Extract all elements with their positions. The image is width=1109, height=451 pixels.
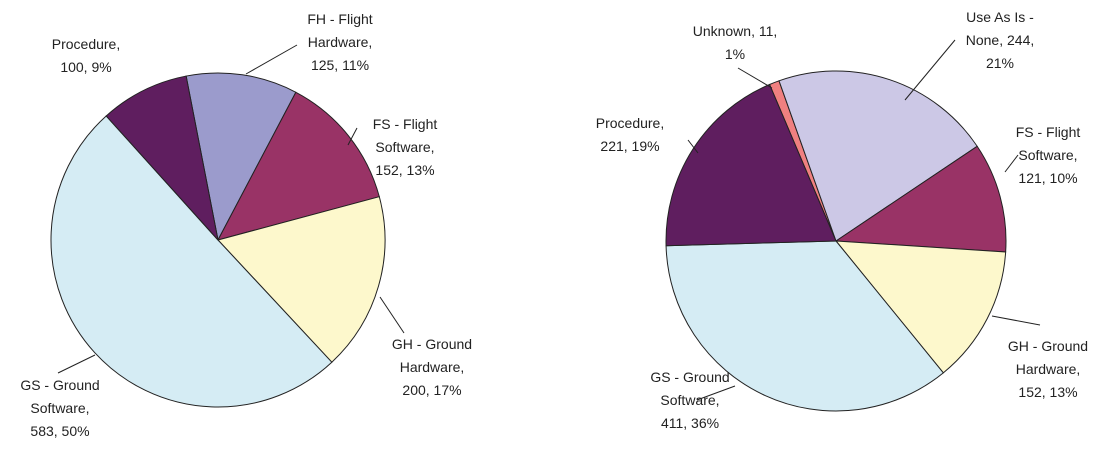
leader-line <box>737 67 773 89</box>
slice-label: Unknown, 11, 1% <box>693 23 778 62</box>
pie-slice <box>778 70 978 242</box>
pie-slice <box>185 72 297 242</box>
pie-slice <box>217 91 380 241</box>
leader-line <box>245 44 298 75</box>
slice-label: GS - Ground Software, 583, 50% <box>20 377 99 439</box>
leader-line <box>379 296 405 334</box>
leader-line <box>57 354 96 374</box>
slice-label: Procedure, 100, 9% <box>52 36 120 75</box>
pie-slice <box>665 83 837 247</box>
slice-label: FH - Flight Hardware, 125, 11% <box>307 11 372 73</box>
pie-slice <box>834 240 1007 374</box>
leader-line <box>904 39 956 101</box>
slice-label: FS - Flight Software, 152, 13% <box>373 116 438 178</box>
slice-label: Use As Is -None, 244, 21% <box>966 9 1035 71</box>
pie-slice <box>665 240 945 412</box>
slice-label: GS - Ground Software, 411, 36% <box>650 369 729 431</box>
pie-slice <box>217 196 386 363</box>
slice-label: GH - Ground Hardware, 200, 17% <box>392 336 472 398</box>
pie-chart: Unknown, 11, 1% Use As Is -None, 244, 21% FS… <box>596 9 1088 431</box>
leader-line <box>687 139 699 154</box>
slice-label: FS - Flight Software, 121, 10% <box>1016 124 1081 186</box>
pie-chart: FH - Flight Hardware, 125, 11%FS - Flight S… <box>20 11 472 439</box>
slice-label: GH - Ground Hardware, 152, 13% <box>1008 338 1088 400</box>
pie-slice <box>834 145 1007 253</box>
pie-slice <box>50 115 333 408</box>
pie-slice <box>105 75 219 242</box>
leader-line <box>1004 154 1019 173</box>
leader-line <box>696 385 736 401</box>
slice-label: Procedure, 221, 19% <box>596 115 664 154</box>
leader-line <box>991 315 1041 326</box>
leader-line <box>347 127 358 146</box>
